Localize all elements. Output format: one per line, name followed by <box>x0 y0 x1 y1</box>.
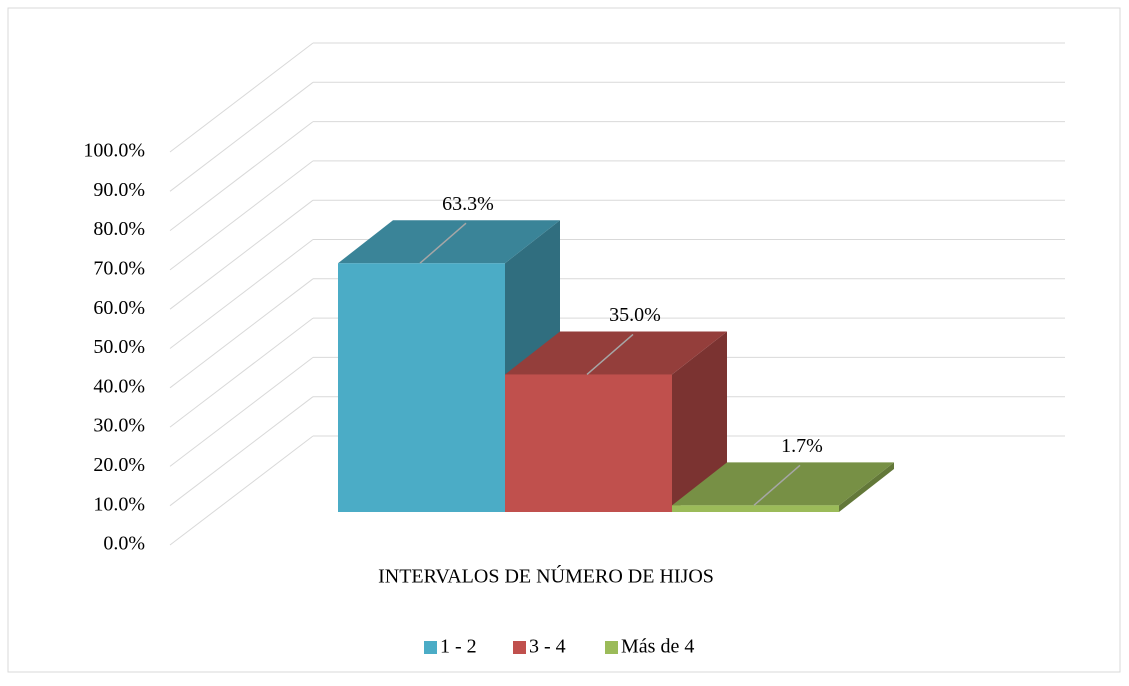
data-label: 35.0% <box>609 304 661 326</box>
bar-top <box>505 331 727 375</box>
grid-line <box>169 239 314 349</box>
x-axis-label: INTERVALOS DE NÚMERO DE HIJOS <box>378 564 714 588</box>
legend-swatch <box>605 641 618 654</box>
y-tick-label: 20.0% <box>93 454 145 476</box>
data-label: 1.7% <box>781 435 823 457</box>
bar <box>672 505 839 512</box>
legend-swatch <box>424 641 437 654</box>
bar-side <box>839 462 894 512</box>
grid-line <box>169 278 314 389</box>
y-tick-label: 90.0% <box>93 179 145 201</box>
grid-line <box>169 42 314 153</box>
y-tick-label: 60.0% <box>93 297 145 319</box>
legend-label: Más de 4 <box>621 636 694 658</box>
grid-line <box>169 435 314 546</box>
bar <box>505 374 672 512</box>
grid-line <box>169 81 314 192</box>
grid-line <box>169 160 314 271</box>
y-tick-label: 80.0% <box>93 218 145 240</box>
y-tick-label: 30.0% <box>93 415 145 437</box>
leader-line <box>419 222 467 264</box>
grid-line <box>169 317 314 428</box>
bar-top <box>338 220 560 264</box>
y-tick-label: 0.0% <box>103 533 145 555</box>
grid-line <box>169 121 314 231</box>
legend-label: 1 - 2 <box>440 636 477 658</box>
y-tick-label: 10.0% <box>93 493 145 515</box>
bar <box>338 263 505 512</box>
leader-line <box>753 464 801 506</box>
bar-side <box>672 331 727 512</box>
legend-label: 3 - 4 <box>529 636 566 658</box>
leader-line <box>586 333 634 376</box>
y-tick-label: 50.0% <box>93 336 145 358</box>
grid-line <box>169 357 314 467</box>
legend-swatch <box>513 641 526 654</box>
bar-top <box>672 462 894 506</box>
grid-line <box>169 396 314 507</box>
grid-line <box>169 199 314 310</box>
y-tick-label: 70.0% <box>93 257 145 279</box>
data-label: 63.3% <box>442 193 494 215</box>
y-tick-label: 40.0% <box>93 375 145 397</box>
y-tick-label: 100.0% <box>83 140 145 162</box>
